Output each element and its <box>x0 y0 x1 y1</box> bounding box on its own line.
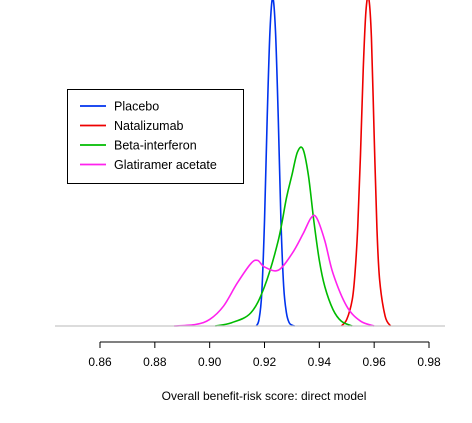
legend-label: Natalizumab <box>114 119 184 133</box>
density-curve-natalizumab <box>340 0 392 327</box>
legend-label: Beta-interferon <box>114 139 197 153</box>
x-axis-ticks: 0.86 0.88 0.90 0.92 0.94 0.96 0.98 <box>88 341 441 369</box>
x-tick-label: 0.88 <box>143 355 167 369</box>
legend: Placebo Natalizumab Beta-interferon Glatira… <box>67 89 244 184</box>
x-tick-label: 0.90 <box>198 355 222 369</box>
x-tick-label: 0.96 <box>362 355 386 369</box>
density-curve-glatiramer-acetate <box>173 214 375 327</box>
x-tick-label: 0.94 <box>308 355 332 369</box>
density-curve-beta-interferon <box>214 146 353 327</box>
legend-label: Placebo <box>114 100 159 114</box>
x-tick-label: 0.98 <box>417 355 441 369</box>
density-curves <box>173 0 392 327</box>
legend-label: Glatiramer acetate <box>114 158 217 172</box>
x-tick-label: 0.92 <box>253 355 277 369</box>
x-axis-label: Overall benefit-risk score: direct model <box>162 389 367 403</box>
density-curve-placebo <box>255 0 295 327</box>
x-tick-label: 0.86 <box>88 355 112 369</box>
